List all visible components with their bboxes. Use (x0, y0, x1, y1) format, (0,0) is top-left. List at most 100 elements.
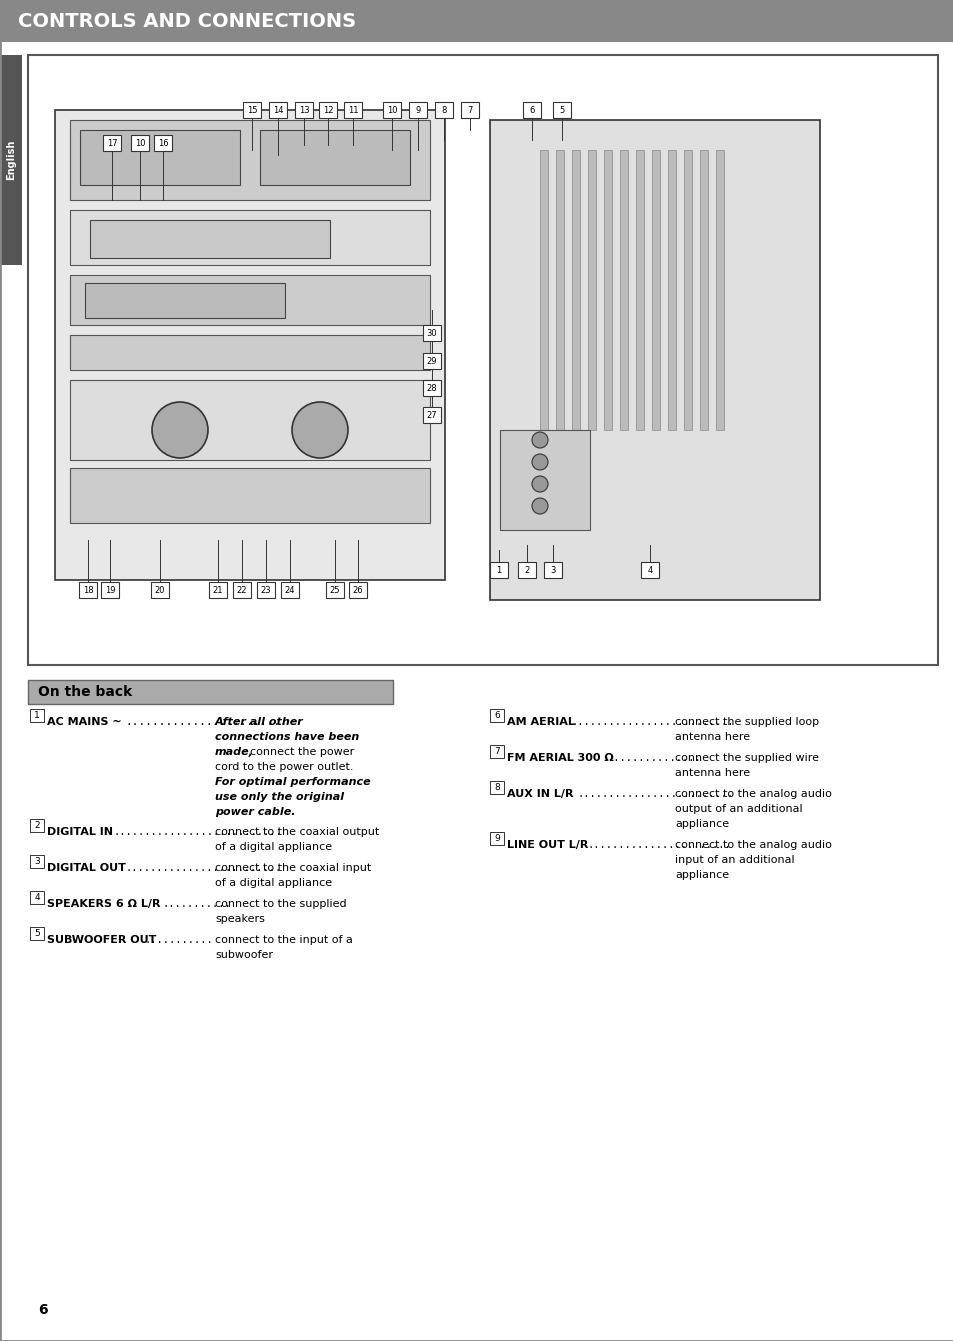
Text: 22: 22 (236, 586, 247, 594)
Bar (260, 130, 410, 185)
Text: of a digital appliance: of a digital appliance (214, 878, 332, 888)
Bar (101, 582, 119, 598)
Text: 29: 29 (426, 357, 436, 366)
Text: .........................: ......................... (578, 789, 734, 799)
Text: English: English (6, 139, 16, 180)
Bar (349, 582, 367, 598)
Text: connect the power: connect the power (250, 747, 354, 758)
Text: 2: 2 (34, 821, 40, 830)
Bar (539, 150, 547, 430)
Text: appliance: appliance (675, 819, 728, 829)
Bar (233, 582, 251, 598)
Text: After all other: After all other (214, 717, 303, 727)
Text: ...........................: ........................... (113, 827, 282, 837)
Circle shape (532, 432, 547, 448)
Bar (499, 430, 589, 530)
Bar (30, 709, 44, 721)
Bar (382, 102, 400, 118)
Text: 27: 27 (426, 410, 436, 420)
Circle shape (532, 455, 547, 469)
Text: cord to the power outlet.: cord to the power outlet. (214, 762, 354, 772)
Bar (409, 102, 427, 118)
Text: SUBWOOFER OUT: SUBWOOFER OUT (47, 935, 156, 945)
Text: DIGITAL OUT: DIGITAL OUT (47, 864, 126, 873)
Text: SPEAKERS 6 Ω L/R: SPEAKERS 6 Ω L/R (47, 898, 160, 909)
Text: 6: 6 (38, 1303, 48, 1317)
Text: connect to the analog audio: connect to the analog audio (675, 839, 831, 850)
Text: 1: 1 (34, 711, 40, 720)
Bar (422, 408, 440, 422)
Bar (70, 468, 430, 523)
Bar (490, 562, 507, 578)
Bar (85, 283, 285, 318)
Text: For optimal performance: For optimal performance (214, 776, 370, 787)
Text: 1: 1 (496, 566, 501, 574)
Bar (490, 746, 503, 758)
Text: made,: made, (214, 747, 253, 758)
Bar (651, 150, 659, 430)
Text: 7: 7 (467, 106, 472, 114)
Bar (209, 582, 227, 598)
Bar (55, 110, 444, 581)
Text: of a digital appliance: of a digital appliance (214, 842, 332, 852)
Bar (28, 55, 937, 665)
Text: 16: 16 (157, 138, 168, 148)
Text: antenna here: antenna here (675, 768, 749, 778)
Text: 3: 3 (550, 566, 555, 574)
Bar (243, 102, 261, 118)
Text: output of an additional: output of an additional (675, 805, 801, 814)
Bar (79, 582, 97, 598)
Text: 4: 4 (34, 893, 40, 902)
Text: ........................: ........................ (125, 717, 287, 727)
Text: 25: 25 (330, 586, 340, 594)
Text: 11: 11 (348, 106, 358, 114)
Bar (667, 150, 676, 430)
Text: appliance: appliance (675, 870, 728, 880)
Bar (326, 582, 344, 598)
Bar (517, 562, 536, 578)
Bar (572, 150, 579, 430)
Text: 21: 21 (213, 586, 223, 594)
Text: 7: 7 (494, 747, 499, 756)
Bar (603, 150, 612, 430)
Text: 6: 6 (494, 711, 499, 720)
Bar (422, 380, 440, 396)
Text: 14: 14 (273, 106, 283, 114)
Text: 3: 3 (34, 857, 40, 866)
Text: ...........: ........... (163, 898, 232, 909)
Bar (70, 119, 430, 200)
Text: connections have been: connections have been (214, 732, 359, 742)
Text: ...........: ........... (145, 935, 213, 945)
Bar (90, 220, 330, 257)
Text: 15: 15 (247, 106, 257, 114)
Bar (556, 150, 563, 430)
Bar (318, 102, 336, 118)
Bar (700, 150, 707, 430)
Bar (70, 211, 430, 266)
Text: 13: 13 (298, 106, 309, 114)
Text: connect the supplied loop: connect the supplied loop (675, 717, 819, 727)
Bar (716, 150, 723, 430)
Text: 9: 9 (494, 834, 499, 843)
Bar (490, 709, 503, 721)
Text: 17: 17 (107, 138, 117, 148)
Text: 5: 5 (558, 106, 564, 114)
Bar (30, 927, 44, 940)
Text: connect to the coaxial input: connect to the coaxial input (214, 864, 371, 873)
Bar (294, 102, 313, 118)
Bar (460, 102, 478, 118)
Text: 8: 8 (441, 106, 446, 114)
Bar (70, 275, 430, 325)
Text: 4: 4 (647, 566, 652, 574)
Bar (30, 890, 44, 904)
Text: connect to the supplied: connect to the supplied (214, 898, 346, 909)
Text: 8: 8 (494, 783, 499, 793)
Text: 20: 20 (154, 586, 165, 594)
Text: FM AERIAL 300 Ω: FM AERIAL 300 Ω (506, 754, 613, 763)
Text: 19: 19 (105, 586, 115, 594)
Text: connect to the analog audio: connect to the analog audio (675, 789, 831, 799)
Bar (151, 582, 169, 598)
Bar (587, 150, 596, 430)
Text: 18: 18 (83, 586, 93, 594)
Bar (28, 680, 393, 704)
